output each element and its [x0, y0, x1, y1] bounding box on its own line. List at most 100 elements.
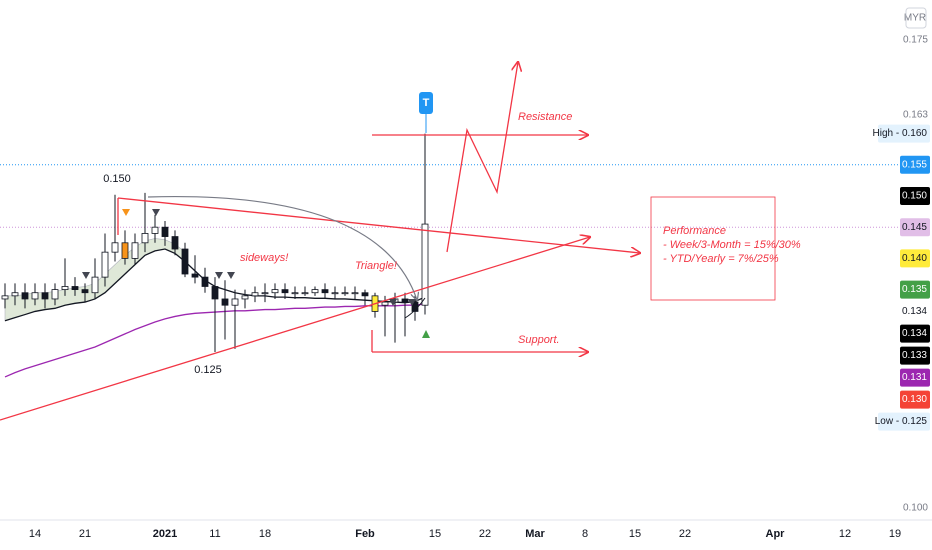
candle-body — [341, 292, 349, 295]
x-tick-label: 12 — [839, 528, 851, 540]
x-tick-label: 21 — [79, 528, 91, 540]
price-badge-label: 0.145 — [902, 222, 927, 233]
candle-body — [281, 289, 289, 294]
price-badge-label: 0.134 — [902, 306, 927, 317]
candle-body — [291, 292, 299, 295]
candle-body — [61, 286, 69, 291]
orange-marker — [122, 209, 130, 216]
candle-body — [141, 233, 149, 244]
price-badge — [900, 249, 930, 268]
price-badge-label: 0.133 — [902, 350, 927, 361]
buy-marker — [422, 330, 430, 338]
x-tick-label: 22 — [479, 528, 491, 540]
price-badge — [900, 390, 930, 409]
candle-body — [91, 276, 99, 294]
candle-body — [1, 295, 9, 300]
price-badge-label: 0.150 — [902, 191, 927, 202]
candle-body — [111, 242, 119, 253]
currency-box — [905, 7, 927, 29]
x-tick-label: 8 — [582, 528, 588, 540]
price-badge — [878, 124, 930, 143]
candle-body — [351, 292, 359, 295]
candle-body — [71, 286, 79, 291]
price-badge-label: 0.131 — [902, 372, 927, 383]
candle-body — [51, 289, 59, 300]
candle-body — [211, 286, 219, 300]
candle-body — [31, 292, 39, 300]
price-badge — [900, 302, 930, 321]
candle-body — [171, 236, 179, 250]
drawings: T 0.150 0.125 sideways! Triangle! Resist… — [0, 62, 801, 421]
price-badge — [900, 187, 930, 205]
resistance-trendline — [117, 197, 640, 253]
candle-body — [381, 301, 389, 306]
price-badge — [900, 155, 930, 174]
x-tick-label: 2021 — [153, 528, 177, 540]
price-badge — [878, 412, 930, 431]
y-tick-label: 0.100 — [903, 503, 928, 514]
x-tick-label: Apr — [766, 528, 786, 540]
x-tick-label: 19 — [889, 528, 901, 540]
candle-body — [421, 223, 429, 306]
projection-arrow — [446, 62, 518, 253]
note: - Week/3-Month = 15%/30% — [663, 239, 801, 251]
marker-badge — [419, 92, 433, 114]
candle-body — [151, 226, 159, 234]
x-tick-label: 15 — [629, 528, 641, 540]
y-tick-label: 0.163 — [903, 110, 928, 121]
candle-body — [301, 292, 309, 295]
candle-body — [261, 292, 269, 295]
note: sideways! — [240, 252, 288, 264]
price-badge-label: High - 0.160 — [873, 128, 928, 139]
candle-body — [321, 289, 329, 294]
price-badge — [900, 346, 930, 365]
price-badge — [900, 218, 930, 237]
candle-body — [121, 242, 129, 259]
price-badge — [900, 324, 930, 343]
small-curve — [404, 297, 426, 319]
y-tick-label: 0.175 — [903, 35, 928, 46]
x-tick-label: 18 — [259, 528, 271, 540]
note: Support. — [518, 334, 560, 346]
price-badge-label: 0.155 — [902, 159, 927, 170]
marker-text: T — [423, 97, 430, 109]
candle-body — [81, 289, 89, 294]
candle-body — [21, 292, 29, 300]
low-label: 0.125 — [194, 364, 222, 376]
candle-body — [401, 298, 409, 303]
x-tick-label: 11 — [209, 528, 220, 540]
candle-body — [311, 289, 319, 294]
candle-body — [231, 298, 239, 306]
candle-body — [181, 248, 189, 275]
candle-body — [361, 292, 369, 297]
candle-body — [241, 295, 249, 300]
note: Triangle! — [355, 260, 397, 272]
candle-body — [331, 292, 339, 295]
candle-body — [101, 251, 109, 278]
x-tick-label: 14 — [29, 528, 41, 540]
price-badge-label: 0.135 — [902, 284, 927, 295]
candle-body — [201, 276, 209, 287]
plot-area — [0, 133, 900, 378]
candle-body — [271, 289, 279, 294]
price-badge-label: Low - 0.125 — [875, 416, 928, 427]
candle-body — [191, 273, 199, 278]
curve-arrow — [147, 195, 417, 300]
candle-body — [131, 242, 139, 259]
currency: MYR — [904, 13, 926, 24]
candle-body — [41, 292, 49, 300]
note: Performance — [663, 225, 726, 237]
note: - YTD/Yearly = 7%/25% — [663, 253, 779, 265]
note: Resistance — [518, 111, 572, 123]
x-tick-label: Mar — [525, 528, 545, 540]
high-label: 0.150 — [103, 173, 131, 185]
price-badge — [900, 280, 930, 299]
support-trendline — [0, 237, 590, 421]
candle-body — [11, 292, 19, 297]
x-tick-label: 22 — [679, 528, 691, 540]
price-badge — [900, 368, 930, 387]
price-badge-label: 0.134 — [902, 328, 927, 339]
candle-body — [221, 298, 229, 306]
price-badge-label: 0.130 — [902, 394, 927, 405]
